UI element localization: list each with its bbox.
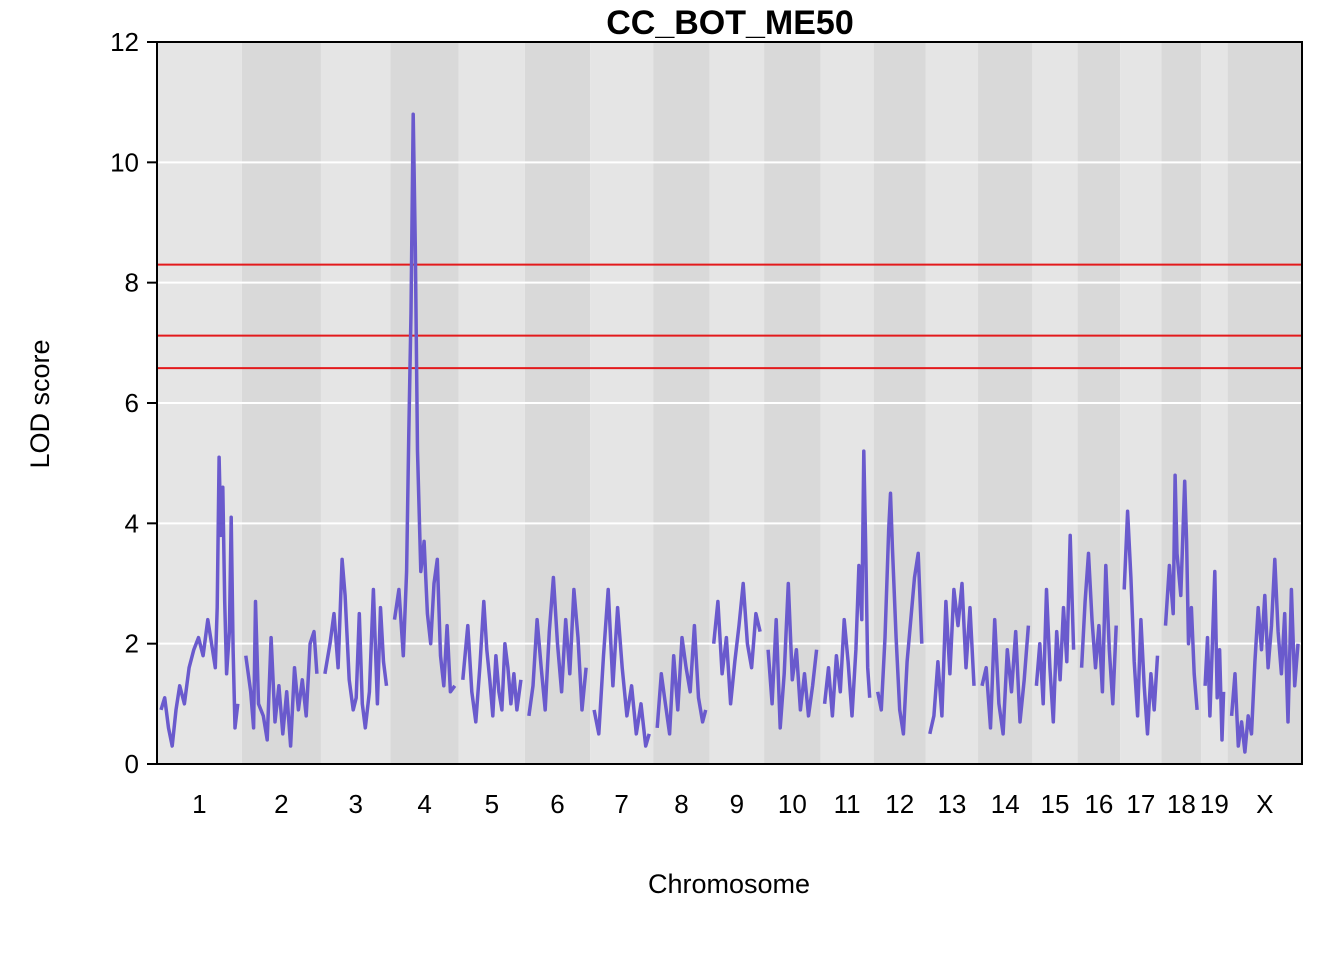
lod-curve: [159, 112, 1300, 754]
x-tick-label: 12: [885, 789, 914, 819]
lod-line-chr: [875, 491, 924, 736]
x-tick-label: 18: [1167, 789, 1196, 819]
lod-line-chr: [766, 581, 819, 730]
x-tick-label: 16: [1084, 789, 1113, 819]
x-tick-label: 5: [485, 789, 499, 819]
lod-line-chr: [461, 599, 523, 724]
x-tick-label: 19: [1200, 789, 1229, 819]
x-tick-label: 3: [348, 789, 362, 819]
y-tick-label: 8: [125, 268, 139, 298]
lod-line-chr: [392, 112, 457, 694]
lod-line-chr: [159, 455, 240, 748]
lod-line-chr: [1203, 569, 1226, 742]
lod-line-chr: [592, 587, 651, 748]
lod-line-chr: [1122, 509, 1160, 736]
x-tick-label: X: [1256, 789, 1273, 819]
x-tick-label: 13: [937, 789, 966, 819]
lod-line-chr: [1229, 557, 1300, 754]
x-tick-label: 1: [192, 789, 206, 819]
x-axis-ticks: 1 2 3 4 5 6 7 8 9 10 11 12 13 14 15 16 17 18 19 X: [192, 789, 1273, 819]
y-tick-label: 6: [125, 388, 139, 418]
lod-line-chr: [822, 449, 872, 718]
lod-line-chr: [1079, 551, 1118, 706]
lod-line-chr: [1163, 473, 1199, 711]
x-tick-label: 14: [991, 789, 1020, 819]
x-tick-label: 15: [1041, 789, 1070, 819]
y-axis: 0 2 4 6 8 10 12: [110, 27, 157, 779]
lod-line-chr: [980, 617, 1031, 736]
lod-line-chr: [655, 623, 708, 736]
threshold-lines: [157, 263, 1302, 370]
x-tick-label: 7: [614, 789, 628, 819]
y-tick-label: 12: [110, 27, 139, 57]
x-tick-label: 10: [778, 789, 807, 819]
chart-title: CC_BOT_ME50: [606, 4, 854, 42]
x-tick-label: 4: [417, 789, 431, 819]
y-axis-label: LOD score: [25, 339, 55, 468]
x-tick-label: 8: [674, 789, 688, 819]
lod-line-chr: [323, 557, 389, 730]
x-tick-label: 9: [730, 789, 744, 819]
lod-line-chr: [244, 599, 319, 748]
lod-line-chr: [1034, 533, 1076, 724]
x-tick-label: 11: [834, 789, 861, 819]
lod-line-chr: [928, 581, 976, 735]
y-tick-label: 10: [110, 147, 139, 177]
lod-line-chr: [711, 581, 762, 706]
x-tick-label: 2: [274, 789, 288, 819]
x-axis-label: Chromosome: [648, 869, 810, 899]
lod-line-chr: [527, 575, 588, 717]
x-tick-label: 17: [1126, 789, 1155, 819]
y-tick-label: 2: [125, 629, 139, 659]
y-tick-label: 4: [125, 508, 139, 538]
y-tick-label: 0: [125, 749, 139, 779]
x-tick-label: 6: [550, 789, 564, 819]
